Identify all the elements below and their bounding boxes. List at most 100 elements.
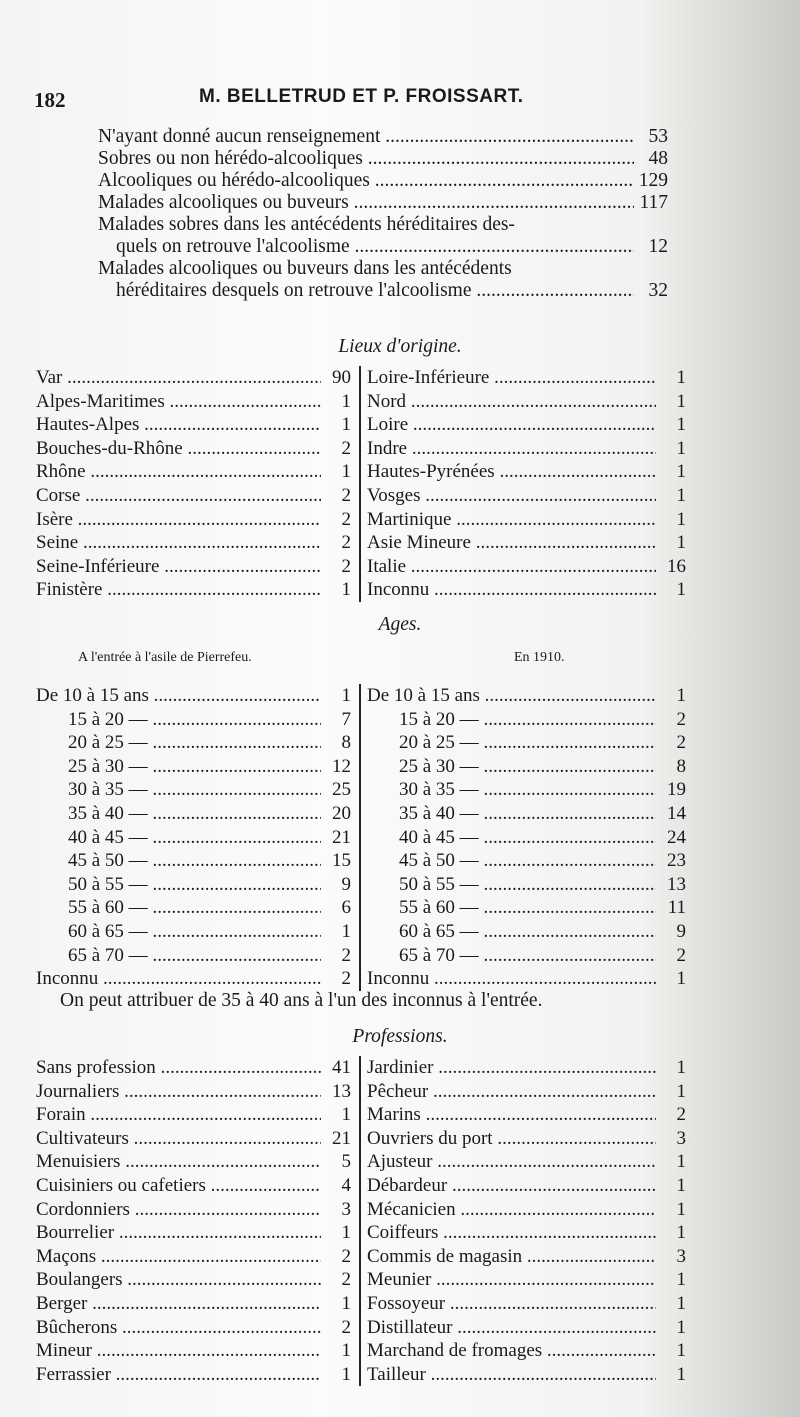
table-row: Boulangers 2	[36, 1268, 351, 1292]
row-label: Vosges	[367, 484, 656, 508]
row-value: 2	[676, 708, 687, 730]
table-row: 20 à 25 — 2	[367, 731, 686, 755]
row-value: 1	[676, 508, 687, 530]
row-label: 30 à 35 —	[367, 778, 656, 802]
row-value: 32	[648, 280, 669, 301]
row-label: 45 à 50 —	[367, 849, 656, 873]
row-value: 1	[341, 1104, 352, 1126]
row-value: 1	[676, 1292, 687, 1314]
row-value: 1	[676, 1080, 687, 1102]
row-value: 2	[341, 1269, 352, 1291]
table-row: Ferrassier 1	[36, 1363, 351, 1387]
row-label: 50 à 55 —	[36, 873, 321, 897]
row-label: Boulangers	[36, 1268, 321, 1292]
table-row: Loire-Inférieure 1	[367, 366, 686, 390]
table-row: Débardeur 1	[367, 1174, 686, 1198]
summary-row: Sobres ou non hérédo-alcooliques 48	[98, 148, 668, 170]
row-label: 60 à 65 —	[367, 920, 656, 944]
table-col-right: Jardinier1Pêcheur1Marins2Ouvriers du por…	[361, 1056, 686, 1386]
table-row: De 10 à 15 ans 1	[36, 684, 351, 708]
row-label: Malades alcooliques ou buveurs	[98, 192, 634, 214]
row-label: Meunier	[367, 1268, 656, 1292]
row-label: 15 à 20 —	[36, 708, 321, 732]
row-value: 8	[341, 732, 352, 754]
row-value: 1	[676, 1363, 687, 1385]
table-row: Finistère 1	[36, 578, 351, 602]
table-row: Hautes-Alpes 1	[36, 413, 351, 437]
row-value: 2	[341, 1245, 352, 1267]
row-value: 19	[667, 779, 686, 801]
row-value: 1	[676, 1316, 687, 1338]
table-row: Marins 2	[367, 1103, 686, 1127]
row-label: Inconnu	[36, 967, 321, 991]
table-row: Nord 1	[367, 390, 686, 414]
row-value: 24	[667, 826, 686, 848]
row-value: 1	[676, 390, 687, 412]
row-label: Malades sobres dans les antécédents héré…	[98, 214, 515, 235]
table-row: Maçons 2	[36, 1245, 351, 1269]
row-label: Cordonniers	[36, 1198, 321, 1222]
row-label: Menuisiers	[36, 1150, 321, 1174]
table-row: 60 à 65 — 1	[36, 920, 351, 944]
row-label: Ferrassier	[36, 1363, 321, 1387]
row-label: Mécanicien	[367, 1198, 656, 1222]
row-label: Ajusteur	[367, 1150, 656, 1174]
table-row: Inconnu 2	[36, 967, 351, 991]
row-label: De 10 à 15 ans	[36, 684, 321, 708]
table-row: Bûcherons 2	[36, 1316, 351, 1340]
table-row: Var 90	[36, 366, 351, 390]
row-label: 45 à 50 —	[36, 849, 321, 873]
row-label: Seine	[36, 531, 321, 555]
row-label: 25 à 30 —	[367, 755, 656, 779]
row-value: 1	[676, 685, 687, 706]
row-label: Sans profession	[36, 1056, 321, 1080]
row-value: 1	[676, 579, 687, 601]
row-value: 20	[332, 802, 351, 824]
summary-row: Malades sobres dans les antécédents héré…	[98, 214, 668, 236]
row-value: 1	[341, 1363, 352, 1385]
table-row: Isère 2	[36, 508, 351, 532]
row-value: 41	[332, 1057, 351, 1078]
table-row: Cordonniers 3	[36, 1198, 351, 1222]
row-value: 8	[676, 755, 687, 777]
row-value: 1	[341, 1292, 352, 1314]
summary-list: N'ayant donné aucun renseignement53Sobre…	[98, 126, 668, 302]
table-col-right: Loire-Inférieure1Nord1Loire1Indre1Hautes…	[361, 366, 686, 602]
row-value: 1	[676, 414, 687, 436]
row-value: 2	[341, 968, 352, 990]
table-row: Meunier 1	[367, 1268, 686, 1292]
row-value: 14	[667, 802, 686, 824]
row-label: Asie Mineure	[367, 531, 656, 555]
row-label: 25 à 30 —	[36, 755, 321, 779]
row-label: Martinique	[367, 508, 656, 532]
row-label: Forain	[36, 1103, 321, 1127]
row-label: Journaliers	[36, 1080, 321, 1104]
row-label: Bouches-du-Rhône	[36, 437, 321, 461]
row-value: 25	[332, 779, 351, 801]
row-value: 21	[332, 826, 351, 848]
table-row: 15 à 20 — 2	[367, 708, 686, 732]
row-value: 48	[648, 148, 669, 169]
row-value: 1	[676, 437, 687, 459]
row-value: 2	[341, 532, 352, 554]
row-value: 90	[332, 367, 351, 388]
row-value: 1	[676, 1222, 687, 1244]
row-label: Mineur	[36, 1339, 321, 1363]
row-value: 7	[341, 708, 352, 730]
row-value: 2	[341, 1316, 352, 1338]
table-col-left: Var90Alpes-Maritimes1Hautes-Alpes1Bouche…	[36, 366, 361, 602]
row-value: 1	[341, 414, 352, 436]
row-label: Italie	[367, 555, 656, 579]
row-label: Débardeur	[367, 1174, 656, 1198]
table-row: Bourrelier 1	[36, 1221, 351, 1245]
row-value: 1	[676, 1057, 687, 1078]
row-label: Alcooliques ou hérédo-alcooliques	[98, 170, 634, 192]
table-row: Ouvriers du port 3	[367, 1127, 686, 1151]
summary-row: N'ayant donné aucun renseignement 53	[98, 126, 668, 148]
table-row: Cultivateurs 21	[36, 1127, 351, 1151]
row-label: 65 à 70 —	[367, 944, 656, 968]
table-row: 45 à 50 — 15	[36, 849, 351, 873]
row-value: 9	[676, 920, 687, 942]
table-row: Alpes-Maritimes 1	[36, 390, 351, 414]
